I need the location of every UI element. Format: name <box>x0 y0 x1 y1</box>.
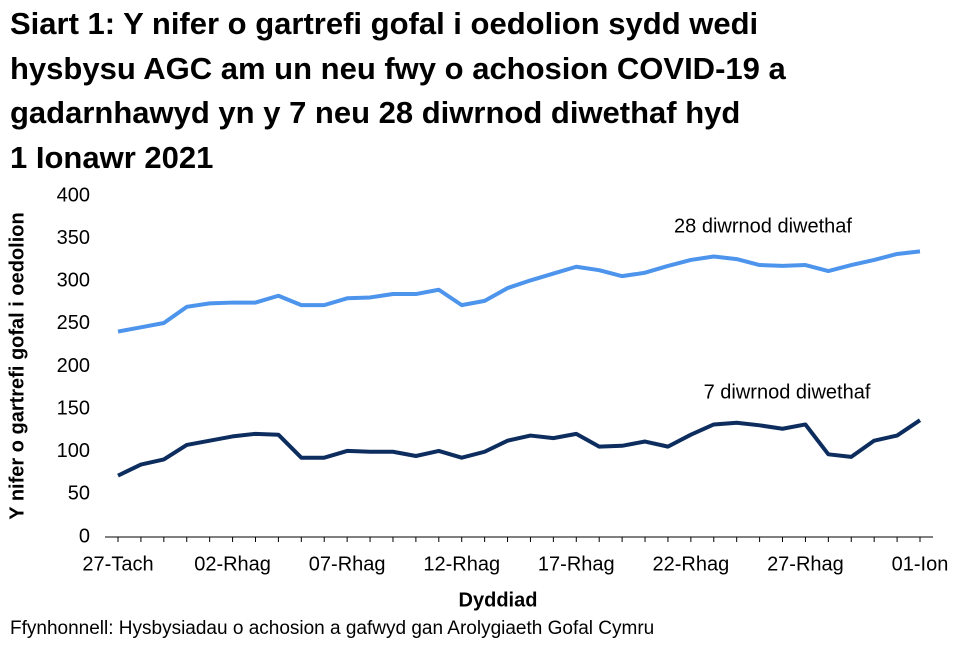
y-tick-label: 0 <box>79 525 90 547</box>
source-note: Ffynhonnell: Hysbysiadau o achosion a ga… <box>10 618 655 639</box>
x-axis-label: Dyddiad <box>459 589 538 611</box>
y-axis-label: Y nifer o gartrefi gofal i oedolion <box>6 212 28 519</box>
x-tick-label: 17-Rhag <box>538 553 615 575</box>
x-tick-label: 27-Tach <box>82 553 153 575</box>
x-tick-label: 12-Rhag <box>423 553 500 575</box>
y-tick-label: 200 <box>57 355 90 377</box>
series-label: 28 diwrnod diwethaf <box>674 215 852 237</box>
chart: Dyddiad Y nifer o gartrefi gofal i oedol… <box>6 184 949 611</box>
series-line <box>117 418 922 478</box>
x-tick-label: 27-Rhag <box>767 553 844 575</box>
series-label: 7 diwrnod diwethaf <box>704 381 871 403</box>
chart-title: Siart 1: Y nifer o gartrefi gofal i oedo… <box>10 6 786 175</box>
series-line <box>117 249 921 334</box>
y-tick-label: 50 <box>68 483 90 505</box>
y-tick-label: 400 <box>57 184 90 206</box>
x-tick-label: 07-Rhag <box>309 553 386 575</box>
y-tick-label: 250 <box>57 312 90 334</box>
x-tick-label: 02-Rhag <box>194 553 271 575</box>
y-tick-label: 300 <box>57 270 90 292</box>
y-tick-label: 350 <box>57 227 90 249</box>
y-tick-label: 150 <box>57 397 90 419</box>
x-tick-label: 22-Rhag <box>652 553 729 575</box>
y-tick-label: 100 <box>57 440 90 462</box>
x-tick-label: 01-Ion <box>892 553 949 575</box>
